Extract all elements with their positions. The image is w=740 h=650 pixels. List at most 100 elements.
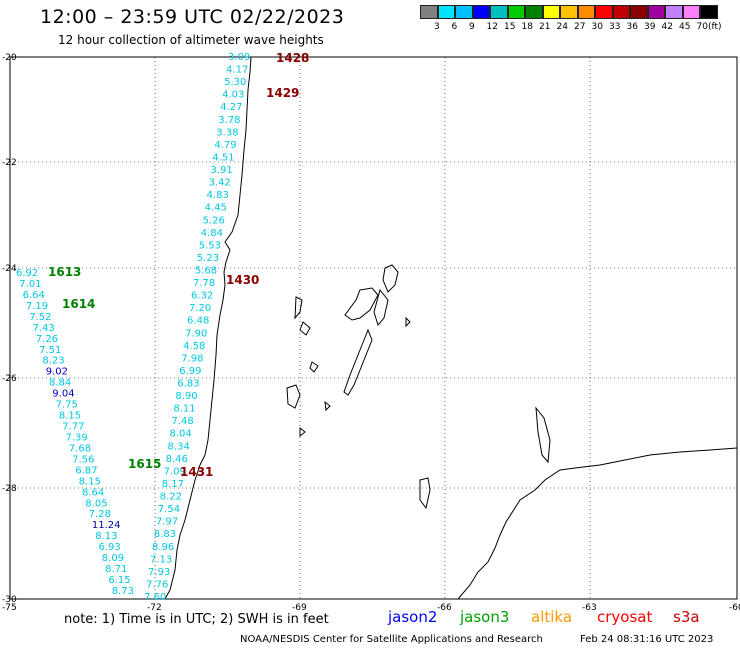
wave-value: 5.23 <box>197 253 219 264</box>
lon-tick-label: -72 <box>147 603 162 613</box>
wave-value: 6.15 <box>108 575 130 586</box>
wave-value: 11.24 <box>92 520 121 531</box>
scale-label: 45 <box>679 22 691 32</box>
lake-small-6 <box>324 400 331 412</box>
wave-value: 7.52 <box>29 312 51 323</box>
wave-value: 8.84 <box>49 378 71 389</box>
wave-value: 7.01 <box>19 279 41 290</box>
track-a-values: 3.09 4.175.30 4.034.27 3.783.38 4.794.51 3.91… <box>144 52 250 603</box>
lake-arizaro <box>373 288 389 327</box>
scale-label: 15 <box>504 22 516 32</box>
wave-value: 7.75 <box>56 400 78 411</box>
track-time-label: 1614 <box>62 297 95 311</box>
wave-value: 8.90 <box>175 391 197 402</box>
wave-value: 8.17 <box>162 479 184 490</box>
scale-label: 6 <box>451 22 458 32</box>
wave-value: 8.04 <box>170 429 192 440</box>
scale-swatch <box>577 5 595 19</box>
wave-value: 8.34 <box>168 441 190 452</box>
wave-value: 4.17 <box>226 65 248 76</box>
lon-tick-label: -69 <box>292 603 307 613</box>
wave-value: 3.09 <box>228 52 250 63</box>
scale-label: 39 <box>644 22 656 32</box>
credit-text: NOAA/NESDIS Center for Satellite Applica… <box>240 634 543 645</box>
wave-value: 8.11 <box>173 404 195 415</box>
track-time-label: 1430 <box>226 273 259 287</box>
wave-value: 6.93 <box>99 542 121 553</box>
lake-small-1 <box>294 296 303 320</box>
wave-value: 6.83 <box>177 379 199 390</box>
scale-swatch <box>420 5 438 19</box>
lat-tick-label: -20 <box>2 53 17 63</box>
wave-value: 8.71 <box>105 564 127 575</box>
wave-value: 7.48 <box>171 416 193 427</box>
scale-label: 70 <box>696 22 708 32</box>
page-subtitle: 12 hour collection of altimeter wave hei… <box>58 33 324 47</box>
wave-value: 6.87 <box>75 465 97 476</box>
wave-value: 7.97 <box>156 517 178 528</box>
wave-value: 8.73 <box>112 586 134 597</box>
scale-label: 27 <box>574 22 586 32</box>
map-frame <box>9 56 738 600</box>
track-b-values: 6.927.016.647.197.527.437.267.518.239.02… <box>16 268 134 597</box>
graticule <box>10 57 737 599</box>
wave-value: 7.56 <box>72 454 94 465</box>
wave-value: 6.99 <box>179 366 201 377</box>
scale-label: 33 <box>609 22 621 32</box>
wave-value: 3.91 <box>210 165 232 176</box>
color-scale-labels: 3 6 9 12 15 18 21 24 27 30 33 36 39 42 45 70 (ft) <box>420 22 740 36</box>
page-title: 12:00 – 23:59 UTC 02/22/2023 <box>40 6 345 28</box>
lon-tick-label: -63 <box>582 603 597 613</box>
wave-value: 7.90 <box>185 328 207 339</box>
wave-value: 7.43 <box>33 323 55 334</box>
scale-label: 21 <box>539 22 551 32</box>
wave-value: 5.53 <box>199 240 221 251</box>
track-time-labels: 1428 1429 1430 1431 1613 1614 1615 <box>48 51 309 479</box>
scale-label: 30 <box>591 22 603 32</box>
scale-label: 36 <box>626 22 638 32</box>
wave-value: 3.38 <box>216 127 238 138</box>
wave-value: 6.48 <box>187 316 209 327</box>
wave-value: 7.77 <box>62 422 84 433</box>
wave-value: 6.64 <box>23 290 45 301</box>
timestamp-text: Feb 24 08:31:16 UTC 2023 <box>580 634 714 645</box>
wave-value: 5.68 <box>195 265 217 276</box>
wave-value: 4.83 <box>207 190 229 201</box>
wave-value: 7.78 <box>193 278 215 289</box>
lat-tick-label: -30 <box>2 595 17 605</box>
wave-value: 7.60 <box>144 592 166 603</box>
note-text: note: 1) Time is in UTC; 2) SWH is in fe… <box>64 612 329 627</box>
wave-value: 9.02 <box>46 367 68 378</box>
wave-value: 7.19 <box>26 301 48 312</box>
track-time-label: 1613 <box>48 265 81 279</box>
wave-value: 4.84 <box>201 228 223 239</box>
lat-tick-label: -22 <box>2 158 17 168</box>
scale-swatch <box>472 5 490 19</box>
scale-label: 42 <box>661 22 673 32</box>
scale-label: 12 <box>486 22 498 32</box>
wave-value: 8.96 <box>152 542 174 553</box>
color-scale <box>420 5 718 19</box>
lake-atacama <box>382 264 399 293</box>
wave-value: 8.83 <box>154 529 176 540</box>
wave-value: 4.27 <box>220 102 242 113</box>
track-time-label: 1429 <box>266 86 299 100</box>
wave-value: 5.30 <box>224 77 246 88</box>
wave-value: 8.05 <box>85 498 107 509</box>
lake-small-2 <box>299 321 311 336</box>
wave-value: 7.68 <box>69 443 91 454</box>
wave-value: 7.13 <box>150 554 172 565</box>
lake-small-3 <box>286 384 301 409</box>
wave-value: 7.54 <box>158 504 180 515</box>
lake-small-5 <box>405 316 411 328</box>
wave-value: 8.15 <box>79 476 101 487</box>
scale-label: 24 <box>556 22 568 32</box>
scale-label: 9 <box>469 22 475 32</box>
scale-swatch <box>630 5 648 19</box>
wave-value: 8.15 <box>59 411 81 422</box>
wave-value: 4.03 <box>222 90 244 101</box>
scale-swatch <box>525 5 543 19</box>
lon-tick-label: -60 <box>729 603 740 613</box>
satellite-legend-item: jason2 <box>388 608 438 626</box>
scale-swatch <box>682 5 700 19</box>
